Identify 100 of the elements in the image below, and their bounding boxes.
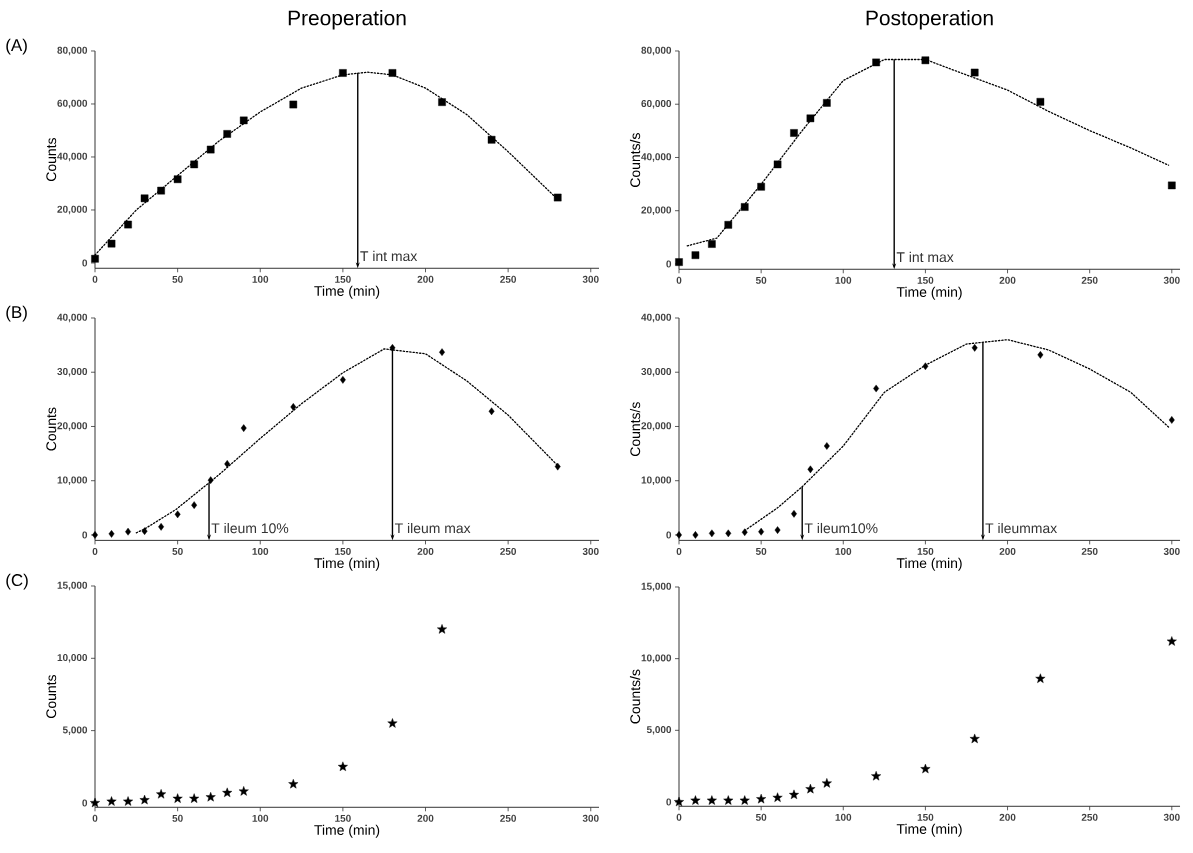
x-tick-label: 100 bbox=[252, 547, 269, 555]
point bbox=[873, 384, 880, 393]
point bbox=[676, 531, 682, 539]
point bbox=[222, 787, 233, 798]
point bbox=[675, 258, 683, 266]
x-tick-label: 150 bbox=[917, 813, 934, 821]
y-tick-label: 15,000 bbox=[641, 582, 672, 592]
point bbox=[740, 203, 749, 211]
point bbox=[487, 135, 496, 144]
x-tick-label: 100 bbox=[835, 547, 852, 555]
point bbox=[1036, 98, 1045, 106]
x-tick-label: 300 bbox=[582, 275, 599, 283]
y-tick-label: 20,000 bbox=[641, 206, 672, 215]
annotation: T int max bbox=[896, 251, 954, 263]
point bbox=[488, 407, 495, 416]
x-tick-label: 150 bbox=[917, 276, 934, 284]
x-tick-label: 0 bbox=[92, 547, 98, 555]
y-tick-label: 10,000 bbox=[57, 476, 88, 485]
point bbox=[438, 98, 446, 106]
x-tick-label: 250 bbox=[1081, 813, 1098, 821]
x-tick-label: 50 bbox=[755, 547, 767, 555]
y-tick-label: 40,000 bbox=[641, 153, 672, 162]
y-tick-label: 40,000 bbox=[57, 313, 88, 323]
point bbox=[739, 795, 750, 805]
point bbox=[139, 794, 150, 805]
point bbox=[387, 718, 398, 728]
y-tick-label: 30,000 bbox=[641, 367, 672, 377]
x-tick-label: 50 bbox=[172, 275, 183, 283]
x-tick-label: 200 bbox=[417, 275, 434, 283]
point bbox=[971, 344, 978, 352]
point bbox=[141, 527, 148, 535]
point bbox=[805, 783, 816, 794]
x-axis-title: Time (min) bbox=[314, 285, 380, 299]
x-tick-label: 50 bbox=[755, 813, 767, 821]
point bbox=[290, 403, 297, 411]
x-tick-label: 0 bbox=[676, 276, 682, 284]
y-tick-label: 60,000 bbox=[57, 99, 88, 109]
x-tick-label: 100 bbox=[252, 275, 269, 283]
point bbox=[724, 221, 733, 229]
point bbox=[205, 791, 216, 802]
point bbox=[1035, 673, 1046, 683]
point bbox=[823, 442, 830, 450]
x-tick-label: 0 bbox=[92, 814, 98, 822]
x-tick-label: 200 bbox=[417, 814, 434, 822]
x-tick-label: 0 bbox=[676, 547, 682, 555]
point bbox=[772, 792, 783, 802]
point bbox=[339, 376, 346, 384]
point bbox=[553, 193, 562, 202]
point bbox=[92, 531, 98, 539]
x-tick-label: 300 bbox=[1163, 813, 1180, 821]
point bbox=[108, 530, 115, 538]
point bbox=[554, 462, 561, 471]
point bbox=[708, 240, 716, 248]
point bbox=[872, 58, 880, 67]
point bbox=[774, 526, 781, 534]
x-tick-label: 0 bbox=[92, 275, 98, 283]
annotation: T ileum max bbox=[394, 522, 471, 534]
point bbox=[158, 523, 165, 531]
point bbox=[758, 527, 765, 536]
point bbox=[807, 465, 814, 474]
point bbox=[741, 528, 748, 537]
point bbox=[920, 763, 931, 774]
point bbox=[91, 254, 99, 263]
point bbox=[189, 793, 200, 803]
x-tick-label: 200 bbox=[999, 276, 1016, 284]
x-tick-label: 0 bbox=[676, 813, 682, 821]
x-tick-label: 100 bbox=[835, 813, 852, 821]
point bbox=[692, 531, 699, 539]
x-axis-title: Time (min) bbox=[896, 557, 962, 571]
point bbox=[289, 100, 298, 109]
point bbox=[207, 476, 214, 484]
text: (B) bbox=[6, 305, 27, 322]
y-tick-label: 40,000 bbox=[641, 313, 672, 323]
y-tick-label: 0 bbox=[82, 259, 88, 267]
y-tick-label: 0 bbox=[82, 531, 88, 539]
point bbox=[124, 220, 132, 229]
point bbox=[240, 424, 247, 432]
point bbox=[174, 510, 181, 519]
x-axis-title: Time (min) bbox=[314, 557, 380, 571]
point bbox=[706, 795, 717, 805]
y-tick-label: 10,000 bbox=[57, 654, 88, 663]
point bbox=[791, 510, 797, 518]
point bbox=[723, 795, 734, 805]
y-tick-label: 10,000 bbox=[641, 476, 672, 485]
y-tick-label: 15,000 bbox=[57, 581, 88, 591]
point bbox=[969, 733, 980, 744]
x-axis-title: Time (min) bbox=[314, 824, 380, 838]
x-tick-label: 250 bbox=[1081, 276, 1098, 284]
x-tick-label: 150 bbox=[335, 547, 351, 555]
x-axis-title: Time (min) bbox=[896, 823, 962, 837]
y-axis-title: Counts bbox=[46, 407, 57, 451]
y-axis-title: Counts/s bbox=[629, 133, 641, 187]
y-tick-label: 80,000 bbox=[641, 46, 672, 56]
y-tick-label: 5,000 bbox=[646, 726, 672, 735]
point bbox=[389, 344, 396, 352]
point bbox=[790, 129, 798, 137]
x-axis-title: Time (min) bbox=[896, 286, 962, 300]
x-tick-label: 50 bbox=[172, 814, 183, 822]
y-tick-label: 5,000 bbox=[62, 726, 88, 735]
point bbox=[690, 795, 701, 805]
